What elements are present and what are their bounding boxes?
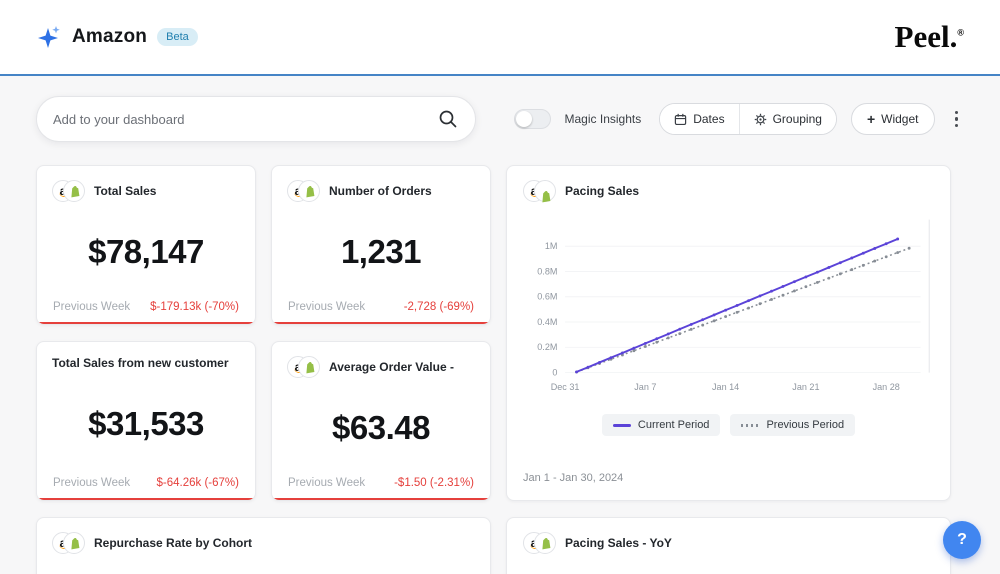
search-input[interactable] <box>53 112 437 127</box>
chart-legend: Current Period Previous Period <box>523 414 934 436</box>
calendar-icon <box>674 113 687 126</box>
dates-grouping-group: Dates Grouping <box>659 103 837 135</box>
dashboard-grid: a Total Sales $78,147 Previous Week $-17… <box>36 165 964 574</box>
shopify-icon <box>298 180 320 202</box>
pacing-sales-line-chart: 0 0.2M 0.4M 0.6M 0.8M 1M Dec 31 Jan 7 Jan 14 Jan … <box>523 212 934 406</box>
more-options-menu[interactable] <box>949 105 965 134</box>
gear-icon <box>754 113 767 126</box>
svg-text:0.8M: 0.8M <box>537 266 557 276</box>
dates-button[interactable]: Dates <box>660 104 738 134</box>
pacing-sales-yoy-card[interactable]: a Pacing Sales - YoY <box>506 517 951 574</box>
average-order-value-card[interactable]: a Average Order Value - $63.48 Previous … <box>271 341 491 501</box>
add-widget-button[interactable]: + Widget <box>851 103 935 135</box>
comparison-period-label: Previous Week <box>288 301 365 313</box>
search-icon[interactable] <box>437 108 459 130</box>
beta-badge: Beta <box>157 28 198 46</box>
repurchase-rate-card[interactable]: a Repurchase Rate by Cohort <box>36 517 491 574</box>
metric-delta: -$1.50 (-2.31%) <box>394 477 474 489</box>
metric-delta: $-64.26k (-67%) <box>157 477 239 489</box>
toolbar-controls: Magic Insights Dates <box>514 103 964 135</box>
amazon-shopify-source-icons: a <box>287 180 320 202</box>
card-title: Repurchase Rate by Cohort <box>94 536 252 550</box>
help-button[interactable]: ? <box>943 521 981 559</box>
brand-area: Amazon Beta <box>36 24 198 50</box>
metric-value: $63.48 <box>287 409 475 447</box>
svg-text:Jan 14: Jan 14 <box>712 382 739 392</box>
comparison-period-label: Previous Week <box>53 477 130 489</box>
svg-text:0.2M: 0.2M <box>537 342 557 352</box>
comparison-period-label: Previous Week <box>288 477 365 489</box>
previous-period-swatch <box>741 424 759 427</box>
shopify-icon <box>534 532 556 554</box>
shopify-icon <box>534 180 556 202</box>
svg-text:0.6M: 0.6M <box>537 292 557 302</box>
metric-title: Average Order Value - <box>329 360 454 374</box>
card-title: Pacing Sales - YoY <box>565 536 672 550</box>
plus-icon: + <box>867 114 875 124</box>
registered-mark: ® <box>957 28 964 38</box>
negative-trend-bar <box>272 498 490 500</box>
metric-delta: -2,728 (-69%) <box>404 301 474 313</box>
pacing-sales-card[interactable]: a Pacing Sales 0 0.2M 0.4M 0.6M 0.8M 1M Dec 31… <box>506 165 951 501</box>
add-widget-search[interactable] <box>36 96 476 142</box>
svg-text:0: 0 <box>552 367 557 377</box>
svg-text:Jan 28: Jan 28 <box>873 382 900 392</box>
amazon-shopify-source-icons: a <box>523 180 556 202</box>
svg-text:Jan 7: Jan 7 <box>634 382 656 392</box>
negative-trend-bar <box>37 498 255 500</box>
amazon-shopify-source-icons: a <box>523 532 556 554</box>
amazon-shopify-source-icons: a <box>287 356 320 378</box>
metric-title: Total Sales <box>94 184 156 198</box>
svg-text:0.4M: 0.4M <box>537 317 557 327</box>
shopify-icon <box>63 180 85 202</box>
magic-insights-toggle[interactable] <box>514 109 551 129</box>
metric-value: $78,147 <box>52 233 240 271</box>
metric-title: Total Sales from new customer <box>52 356 229 370</box>
shopify-icon <box>63 532 85 554</box>
legend-previous-period[interactable]: Previous Period <box>730 414 855 436</box>
metric-value: 1,231 <box>287 233 475 271</box>
dashboard-toolbar: Magic Insights Dates <box>0 76 1000 142</box>
svg-text:1M: 1M <box>545 241 558 251</box>
current-period-swatch <box>613 424 631 427</box>
amazon-shopify-source-icons: a <box>52 532 85 554</box>
svg-text:Dec 31: Dec 31 <box>551 382 580 392</box>
amazon-shopify-source-icons: a <box>52 180 85 202</box>
app-header: Amazon Beta Peel.® <box>0 0 1000 76</box>
number-of-orders-card[interactable]: a Number of Orders 1,231 Previous Week -… <box>271 165 491 325</box>
date-range-label: Jan 1 - Jan 30, 2024 <box>523 472 934 486</box>
sparkle-icon <box>36 24 62 50</box>
metric-value: $31,533 <box>52 405 240 443</box>
legend-current-period[interactable]: Current Period <box>602 414 721 436</box>
comparison-period-label: Previous Week <box>53 301 130 313</box>
shopify-icon <box>298 356 320 378</box>
metric-delta: $-179.13k (-70%) <box>150 301 239 313</box>
magic-insights-label: Magic Insights <box>565 112 642 126</box>
new-customer-sales-card[interactable]: Total Sales from new customer $31,533 Pr… <box>36 341 256 501</box>
peel-logo: Peel.® <box>895 19 964 55</box>
page-title: Amazon <box>72 26 147 48</box>
chart-title: Pacing Sales <box>565 184 639 198</box>
svg-text:Jan 21: Jan 21 <box>792 382 819 392</box>
grouping-button[interactable]: Grouping <box>739 104 836 134</box>
negative-trend-bar <box>37 322 255 324</box>
negative-trend-bar <box>272 322 490 324</box>
total-sales-card[interactable]: a Total Sales $78,147 Previous Week $-17… <box>36 165 256 325</box>
metric-title: Number of Orders <box>329 184 432 198</box>
